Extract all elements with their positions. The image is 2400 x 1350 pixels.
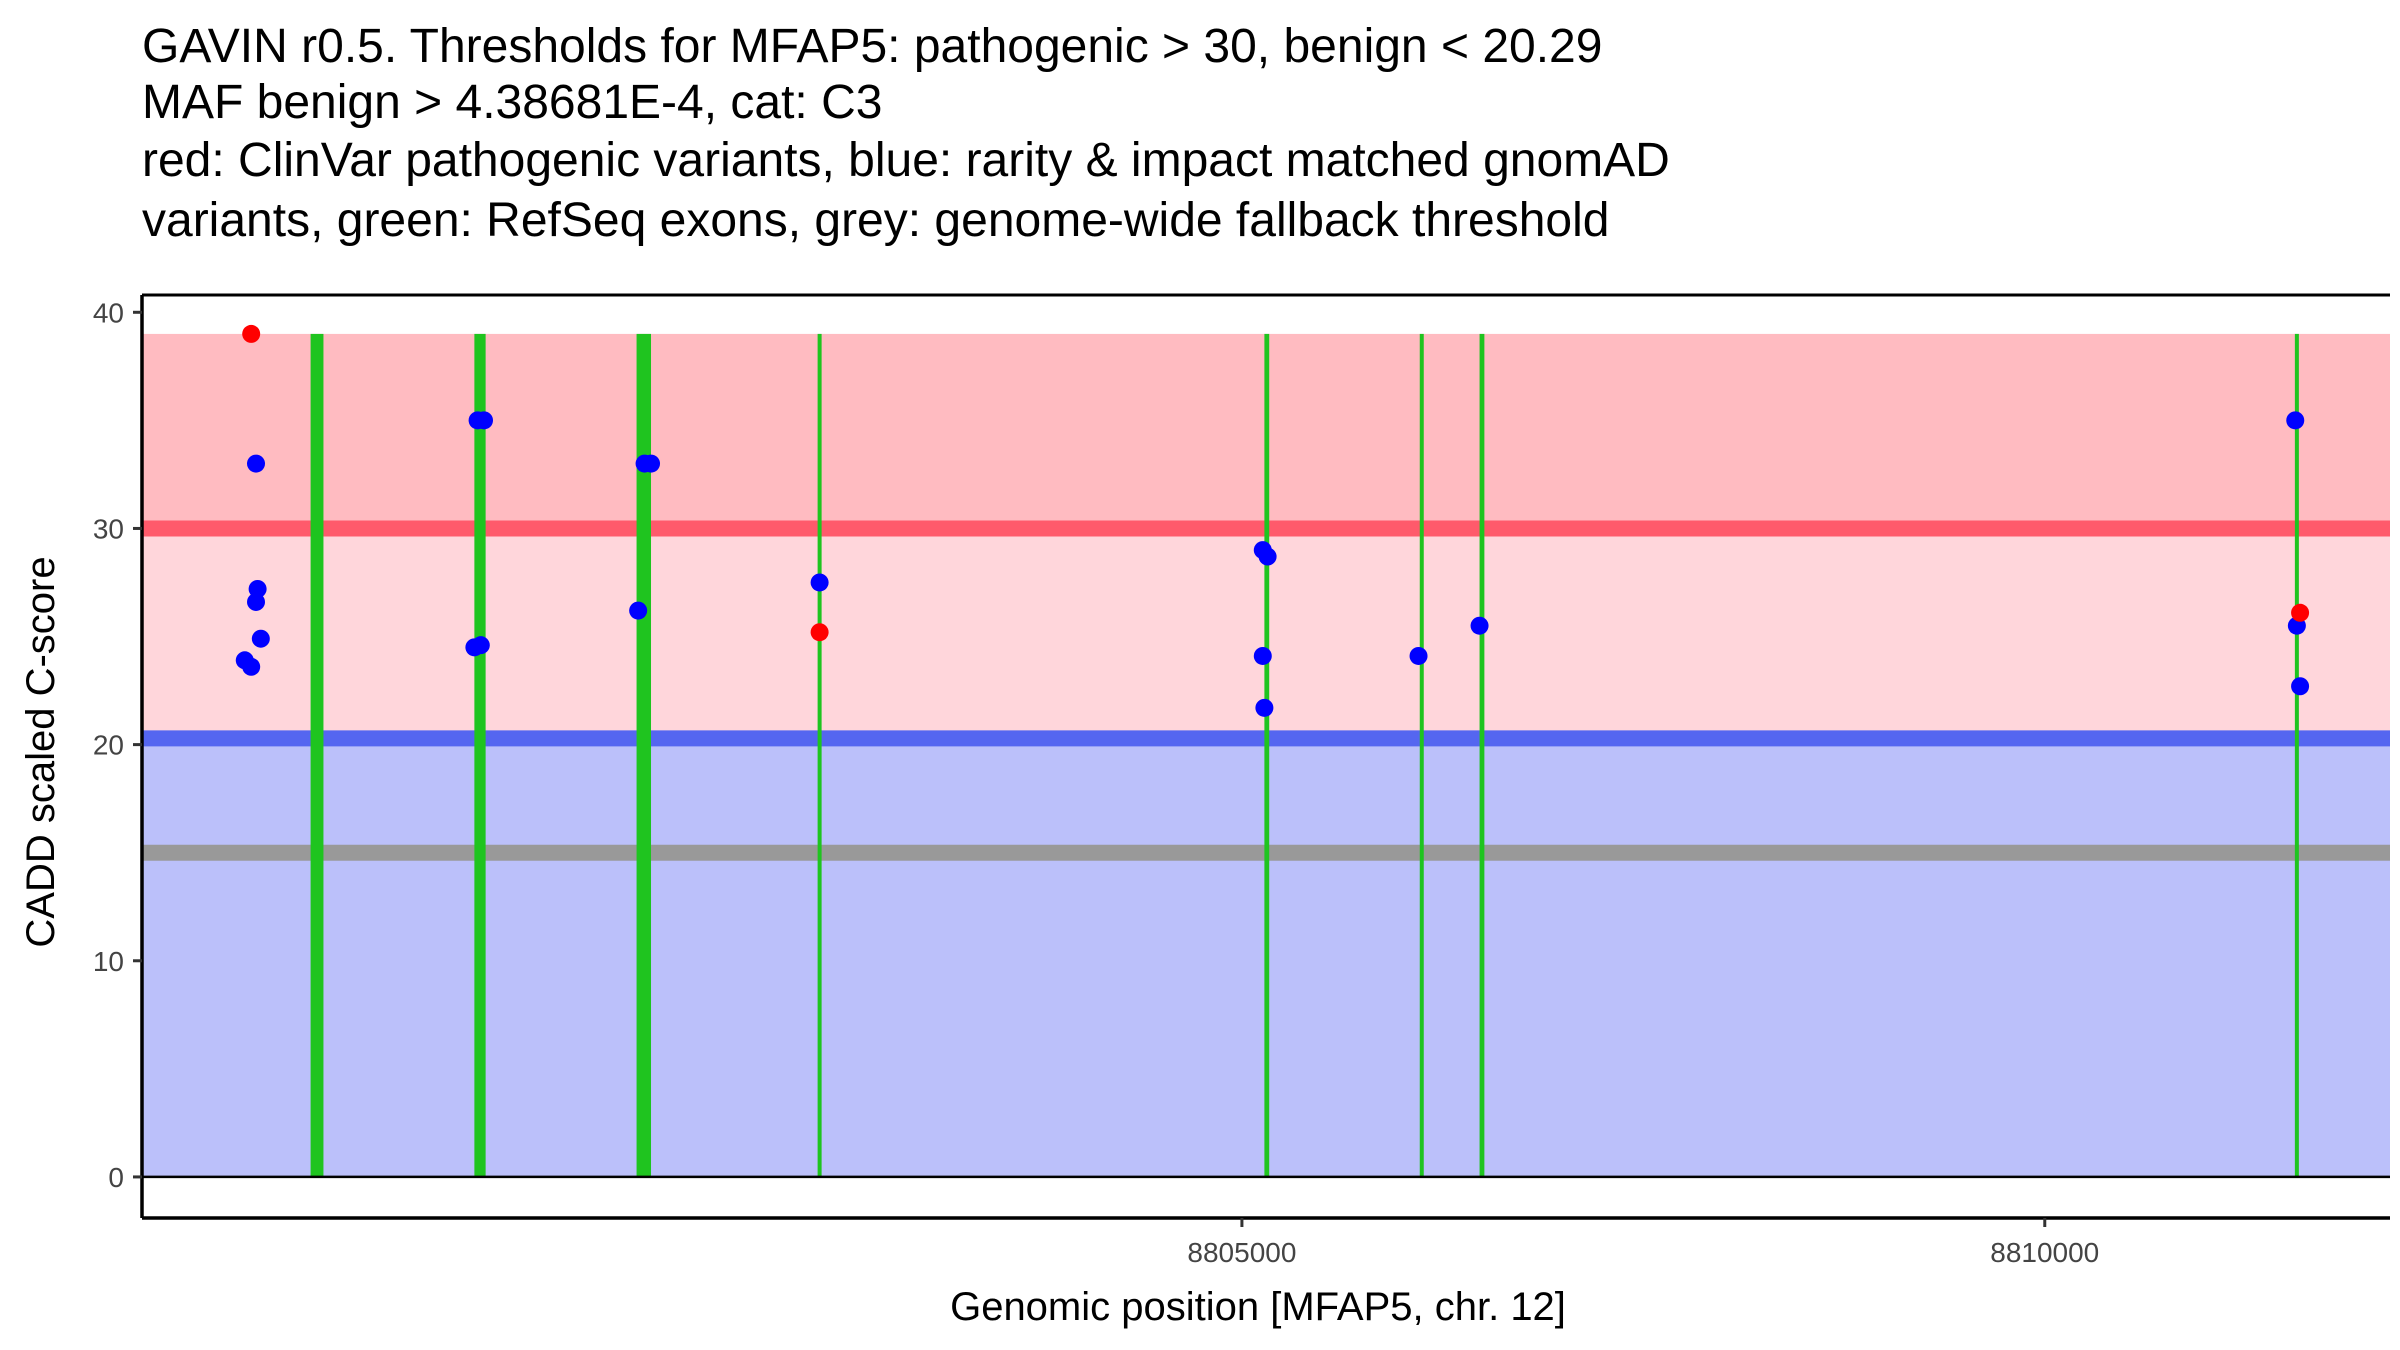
x-tick-label-8810000: 8810000 bbox=[1990, 1237, 2099, 1268]
gnomad-point-8 bbox=[475, 411, 494, 430]
exon-bar-8 bbox=[2294, 333, 2299, 1177]
gnomad-point-4 bbox=[251, 629, 270, 648]
clinvar-point-1 bbox=[242, 324, 261, 343]
gnomad-point-12 bbox=[642, 454, 661, 473]
x-tick-label-8805000: 8805000 bbox=[1187, 1237, 1296, 1268]
gnomad-point-16 bbox=[1258, 547, 1277, 566]
chart-title: GAVIN r0.5. Thresholds for MFAP5: pathog… bbox=[142, 20, 1670, 247]
y-tick-label-10: 10 bbox=[93, 946, 124, 977]
x-axis-label: Genomic position [MFAP5, chr. 12] bbox=[950, 1285, 1566, 1329]
y-tick-label-20: 20 bbox=[93, 730, 124, 761]
gnomad-point-17 bbox=[1253, 646, 1272, 665]
y-tick-label-0: 0 bbox=[108, 1162, 124, 1193]
gnomad-point-1 bbox=[247, 454, 266, 473]
exon-bar-5 bbox=[1264, 333, 1270, 1177]
exon-bar-7 bbox=[1479, 333, 1485, 1177]
gnomad-point-19 bbox=[1409, 646, 1428, 665]
axes bbox=[140, 293, 2390, 1220]
exon-markers bbox=[310, 333, 2299, 1177]
title-line-1: GAVIN r0.5. Thresholds for MFAP5: pathog… bbox=[142, 20, 1602, 73]
y-tick-label-30: 30 bbox=[93, 513, 124, 544]
exon-bar-3 bbox=[636, 333, 652, 1177]
gnomad-point-23 bbox=[2291, 677, 2310, 696]
gnomad-point-10 bbox=[471, 636, 490, 655]
gnomad-point-20 bbox=[1470, 616, 1489, 635]
gnomad-point-3 bbox=[247, 592, 266, 611]
clinvar-point-2 bbox=[810, 623, 829, 642]
clinvar-point-3 bbox=[2291, 603, 2310, 622]
gnomad-point-21 bbox=[2286, 411, 2305, 430]
gnomad-point-18 bbox=[1255, 698, 1274, 717]
axis-ticks: 0 10 20 30 40 8805000 8810000 bbox=[93, 297, 2099, 1268]
variant-points bbox=[235, 324, 2310, 717]
exon-bar-1 bbox=[310, 333, 324, 1177]
exon-bar-6 bbox=[1419, 333, 1424, 1177]
gnomad-point-14 bbox=[810, 573, 829, 592]
exon-bar-2 bbox=[474, 333, 486, 1177]
title-line-2: MAF benign > 4.38681E-4, cat: C3 bbox=[142, 76, 882, 129]
title-line-4: variants, green: RefSeq exons, grey: gen… bbox=[142, 194, 1609, 247]
gnomad-point-6 bbox=[242, 657, 261, 676]
y-tick-label-40: 40 bbox=[93, 297, 124, 328]
exon-bar-4 bbox=[817, 333, 822, 1177]
y-axis-label: CADD scaled C-score bbox=[19, 556, 63, 947]
title-line-3: red: ClinVar pathogenic variants, blue: … bbox=[142, 134, 1670, 187]
gnomad-point-13 bbox=[629, 601, 648, 620]
